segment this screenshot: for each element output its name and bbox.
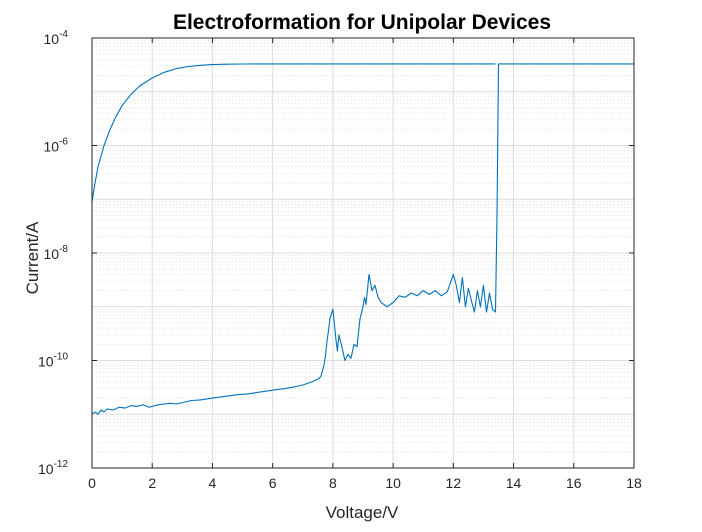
y-tick-label: 10-4 [44, 29, 69, 47]
series-layer [91, 63, 634, 415]
y-tick-label: 10-6 [44, 137, 69, 155]
y-tick-label: 10-8 [44, 244, 69, 262]
x-tick-label: 4 [209, 475, 217, 491]
x-tick-label: 2 [148, 475, 156, 491]
y-tick-label: 10-10 [38, 352, 68, 370]
series-line [91, 63, 634, 415]
x-tick-label: 18 [626, 475, 642, 491]
chart-title: Electroformation for Unipolar Devices [173, 11, 551, 34]
y-axis-label: Current/A [23, 221, 42, 294]
minor-grid [92, 40, 634, 453]
series-line [91, 63, 496, 202]
x-tick-label: 8 [329, 475, 337, 491]
x-tick-label: 0 [88, 475, 96, 491]
x-tick-label: 16 [566, 475, 582, 491]
x-axis-label: Voltage/V [326, 503, 399, 522]
x-tick-label: 12 [446, 475, 462, 491]
x-tick-label: 6 [269, 475, 277, 491]
y-axis-ticks: 10-12 10-10 10-8 10-6 10-4 [38, 29, 634, 477]
x-axis-ticks: 0 2 4 6 8 10 12 14 16 18 [88, 38, 642, 491]
y-tick-label: 10-12 [38, 459, 68, 477]
x-tick-label: 10 [385, 475, 401, 491]
x-tick-label: 14 [506, 475, 522, 491]
